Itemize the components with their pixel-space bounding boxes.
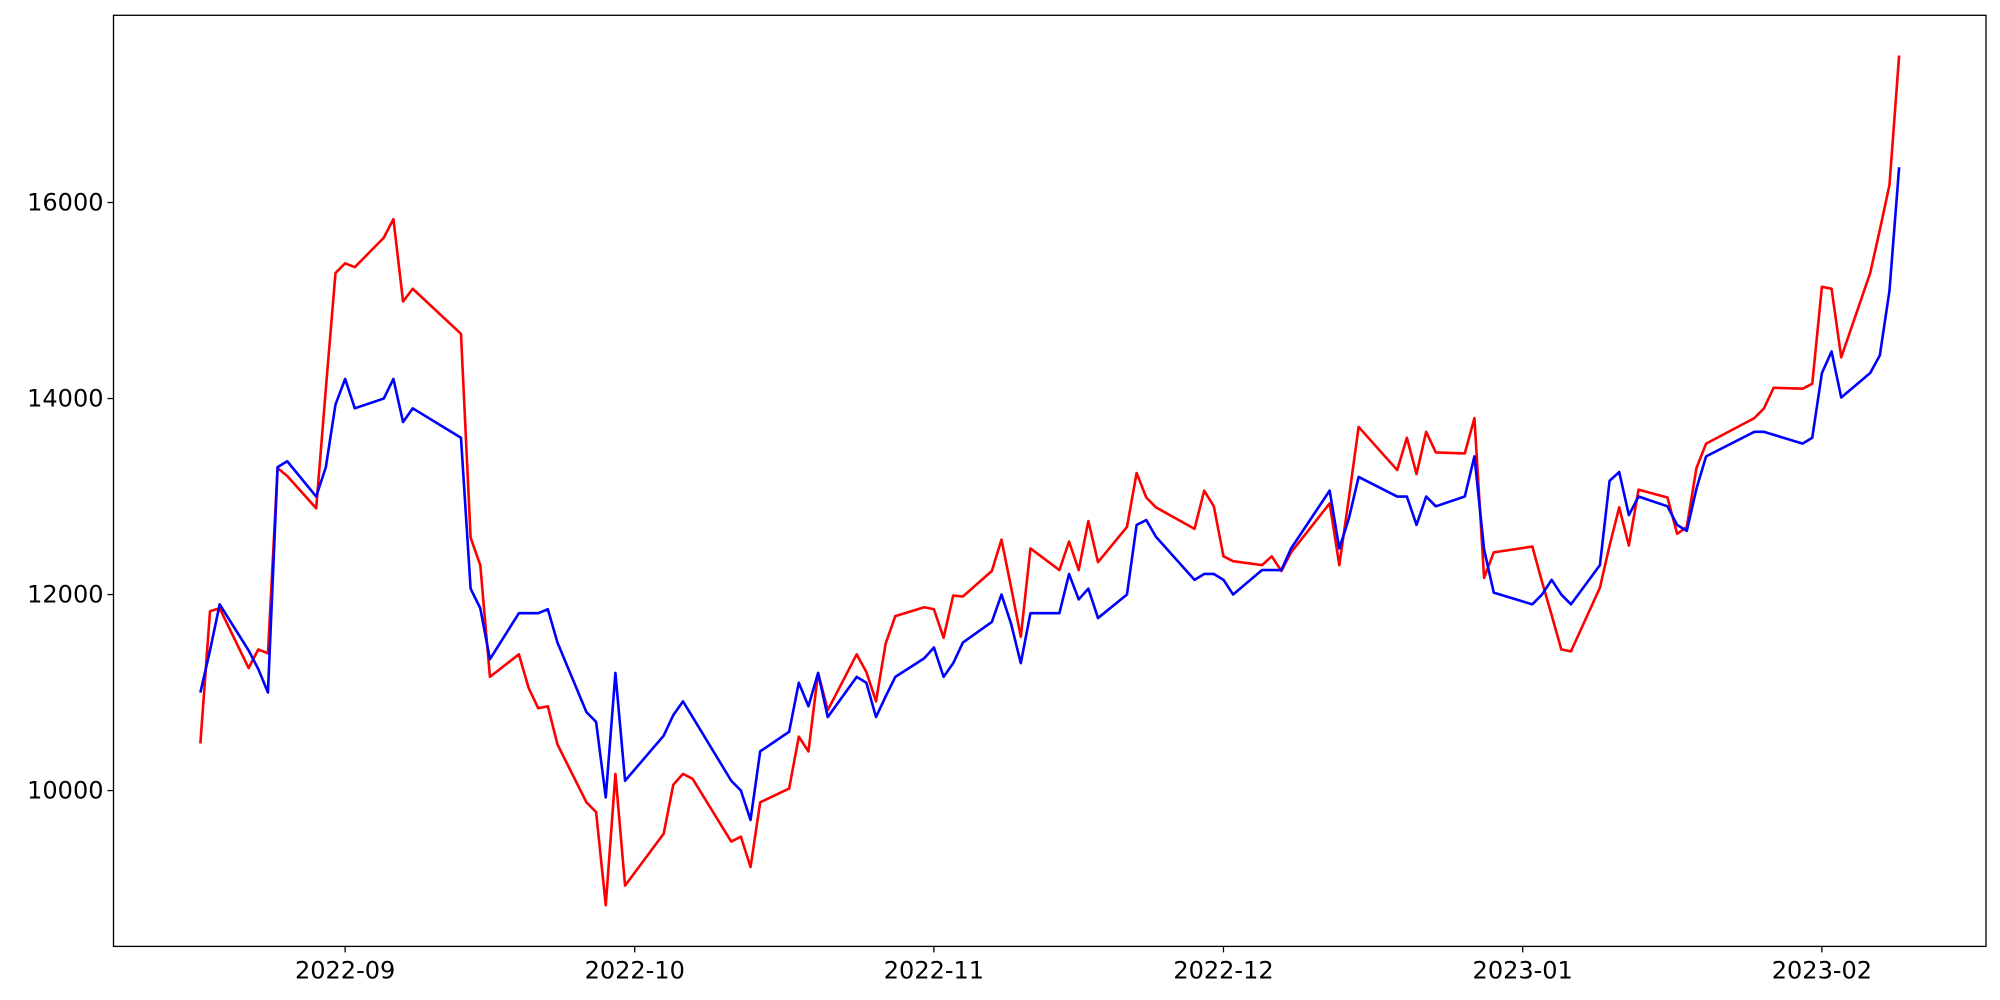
x-tick-label: 2022-12	[1173, 956, 1273, 984]
y-tick-label: 16000	[27, 189, 103, 217]
y-tick-label: 12000	[27, 581, 103, 609]
x-tick-label: 2022-09	[295, 956, 395, 984]
y-tick-label: 10000	[27, 777, 103, 805]
plot-frame	[112, 14, 1987, 948]
y-tick-label: 14000	[27, 385, 103, 413]
x-tick-label: 2023-01	[1473, 956, 1573, 984]
series-line	[199, 55, 1901, 907]
series-line	[199, 167, 1901, 822]
x-tick-label: 2022-10	[585, 956, 685, 984]
x-tick-label: 2023-02	[1772, 956, 1872, 984]
x-tick-label: 2022-11	[884, 956, 984, 984]
